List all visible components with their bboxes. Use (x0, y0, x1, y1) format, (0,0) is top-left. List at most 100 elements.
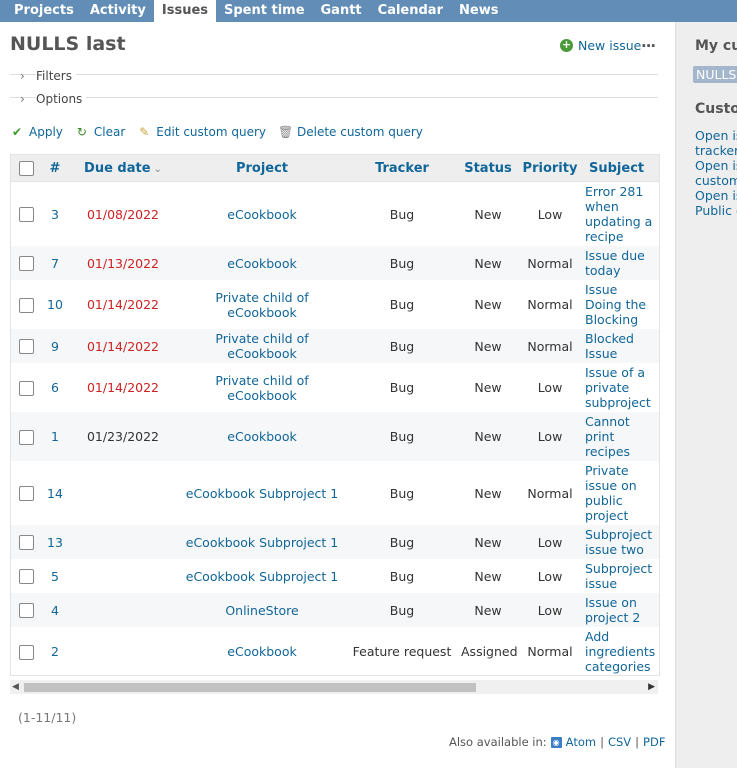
tab-issues[interactable]: Issues (153, 0, 216, 22)
issue-project[interactable]: eCookbook (177, 181, 347, 246)
column-header-project[interactable]: Project (177, 155, 347, 182)
issue-id[interactable]: 9 (41, 329, 69, 363)
issue-id[interactable]: 6 (41, 363, 69, 412)
issue-project[interactable]: Private child of eCookbook (177, 363, 347, 412)
issue-project[interactable]: eCookbook (177, 627, 347, 675)
tab-calendar[interactable]: Calendar (377, 3, 443, 18)
row-checkbox[interactable] (18, 644, 34, 660)
issue-project[interactable]: eCookbook (177, 412, 347, 461)
delete-query-button[interactable]: 🗑 Delete custom query (278, 125, 423, 139)
tab-activity[interactable]: Activity (89, 3, 146, 18)
clear-button[interactable]: ↻ Clear (75, 125, 125, 139)
column-header-status[interactable]: Status (457, 155, 519, 182)
table-row[interactable]: 13 eCookbook Subproject 1 Bug New Low Subproj… (11, 525, 659, 559)
issue-id[interactable]: 1 (41, 412, 69, 461)
new-issue-link[interactable]: + New issue (560, 38, 641, 53)
issue-project[interactable]: eCookbook Subproject 1 (177, 559, 347, 593)
horizontal-scrollbar[interactable]: ◀ ▶ (10, 680, 658, 694)
issue-subject[interactable]: Cannot print recipes (581, 412, 659, 461)
table-row[interactable]: 7 01/13/2022 eCookbook Bug New Normal Issue du… (11, 246, 659, 280)
row-checkbox[interactable] (18, 297, 34, 313)
issue-subject[interactable]: Subproject issue (581, 559, 659, 593)
issue-subject[interactable]: Private issue on public project (581, 461, 659, 525)
select-all-checkbox[interactable] (18, 160, 34, 176)
apply-button[interactable]: ✔ Apply (10, 125, 63, 139)
row-checkbox-cell (11, 181, 41, 246)
issue-id[interactable]: 10 (41, 280, 69, 329)
atom-link[interactable]: Atom (565, 735, 597, 749)
tab-news[interactable]: News (459, 3, 499, 18)
issue-id[interactable]: 2 (41, 627, 69, 675)
issue-project[interactable]: Private child of eCookbook (177, 329, 347, 363)
row-checkbox-cell (11, 246, 41, 280)
more-actions-icon[interactable]: ··· (641, 37, 656, 55)
sidebar-query-link[interactable]: custom (695, 173, 737, 188)
column-header-id[interactable]: # (41, 155, 69, 182)
pdf-link[interactable]: PDF (643, 735, 666, 749)
issue-id[interactable]: 4 (41, 593, 69, 627)
table-row[interactable]: 14 eCookbook Subproject 1 Bug New Normal Priv… (11, 461, 659, 525)
issue-subject[interactable]: Issue on project 2 (581, 593, 659, 627)
sidebar-query-link[interactable]: Open is (695, 128, 737, 143)
tab-projects[interactable]: Projects (14, 3, 74, 18)
issue-subject[interactable]: Issue of a private subproject (581, 363, 659, 412)
table-row[interactable]: 5 eCookbook Subproject 1 Bug New Low Subproje… (11, 559, 659, 593)
issue-project[interactable]: eCookbook Subproject 1 (177, 525, 347, 559)
table-row[interactable]: 1 01/23/2022 eCookbook Bug New Low Cannot prin… (11, 412, 659, 461)
sidebar-query-link[interactable]: Public c (695, 203, 737, 218)
issue-id[interactable]: 3 (41, 181, 69, 246)
issue-project[interactable]: eCookbook Subproject 1 (177, 461, 347, 525)
column-header-tracker[interactable]: Tracker (347, 155, 457, 182)
sidebar-query-link[interactable]: Open is (695, 158, 737, 173)
issue-subject[interactable]: Blocked Issue (581, 329, 659, 363)
scroll-right-icon[interactable]: ▶ (648, 682, 655, 692)
scroll-left-icon[interactable]: ◀ (12, 682, 19, 692)
issues-table: # Due date ⌄ Project Tracker Status Prior… (11, 155, 659, 675)
issue-subject[interactable]: Issue due today (581, 246, 659, 280)
column-header-priority[interactable]: Priority (519, 155, 581, 182)
table-row[interactable]: 4 OnlineStore Bug New Low Issue on project 2 (11, 593, 659, 627)
feed-icon: ◉ (550, 736, 562, 748)
sidebar-query-link[interactable]: Open is (695, 188, 737, 203)
row-checkbox[interactable] (18, 380, 34, 396)
issue-id[interactable]: 13 (41, 525, 69, 559)
row-checkbox[interactable] (18, 486, 34, 501)
issue-id[interactable]: 5 (41, 559, 69, 593)
row-checkbox[interactable] (18, 603, 34, 618)
column-header-due-date[interactable]: Due date ⌄ (69, 155, 177, 182)
table-row[interactable]: 6 01/14/2022 Private child of eCookbook Bug… (11, 363, 659, 412)
issue-tracker: Bug (347, 461, 457, 525)
filters-toggle[interactable]: › Filters (10, 69, 658, 91)
issue-priority: Normal (519, 280, 581, 329)
column-header-subject[interactable]: Subject (581, 155, 659, 182)
row-checkbox[interactable] (18, 256, 34, 271)
row-checkbox[interactable] (18, 569, 34, 584)
issue-subject[interactable]: Issue Doing the Blocking (581, 280, 659, 329)
issue-subject[interactable]: Error 281 when updating a recipe (581, 181, 659, 246)
options-toggle[interactable]: › Options (10, 92, 658, 114)
issue-id[interactable]: 7 (41, 246, 69, 280)
edit-query-button[interactable]: ✎ Edit custom query (137, 125, 266, 139)
csv-link[interactable]: CSV (607, 735, 632, 749)
check-icon: ✔ (11, 125, 23, 139)
issue-subject[interactable]: Subproject issue two (581, 525, 659, 559)
tab-spent-time[interactable]: Spent time (224, 3, 305, 18)
table-row[interactable]: 10 01/14/2022 Private child of eCookbook Bu… (11, 280, 659, 329)
table-row[interactable]: 3 01/08/2022 eCookbook Bug New Low Error 281 w… (11, 181, 659, 246)
row-checkbox[interactable] (18, 429, 34, 445)
issue-project[interactable]: Private child of eCookbook (177, 280, 347, 329)
table-row[interactable]: 9 01/14/2022 Private child of eCookbook Bug… (11, 329, 659, 363)
row-checkbox[interactable] (18, 207, 34, 222)
tab-gantt[interactable]: Gantt (320, 3, 362, 18)
scrollbar-thumb[interactable] (24, 683, 476, 692)
issue-id[interactable]: 14 (41, 461, 69, 525)
row-checkbox[interactable] (18, 339, 34, 354)
issue-project[interactable]: OnlineStore (177, 593, 347, 627)
issue-due-date: 01/14/2022 (69, 329, 177, 363)
issue-project[interactable]: eCookbook (177, 246, 347, 280)
row-checkbox[interactable] (18, 535, 34, 550)
selected-query-link[interactable]: NULLS (693, 66, 737, 83)
table-row[interactable]: 2 eCookbook Feature request Assigned Normal A… (11, 627, 659, 675)
issue-subject[interactable]: Add ingredients categories (581, 627, 659, 675)
sidebar-query-link[interactable]: tracker (695, 143, 737, 158)
